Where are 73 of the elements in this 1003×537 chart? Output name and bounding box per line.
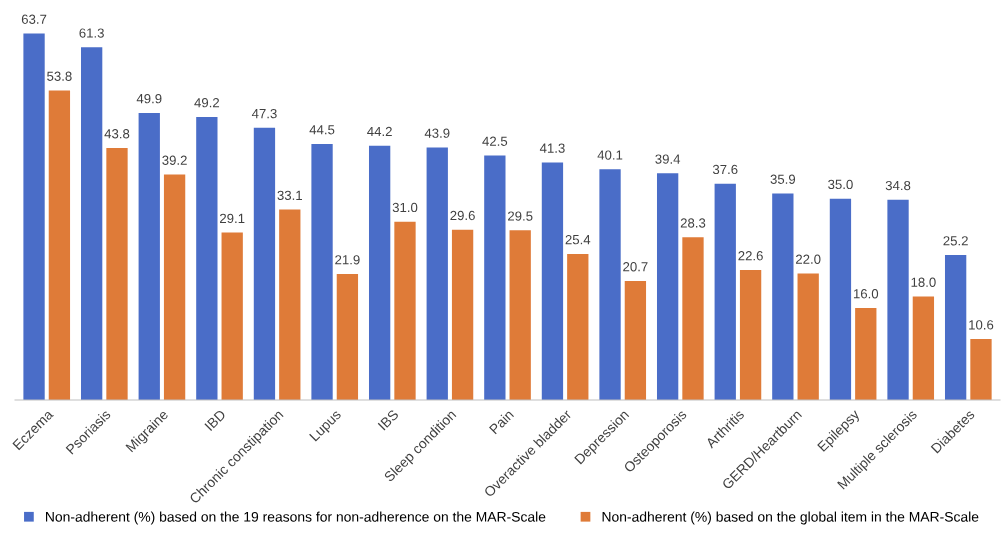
bar (48, 90, 71, 401)
data-label: 21.9 (335, 255, 360, 265)
bar (484, 155, 506, 401)
data-label: 61.3 (79, 28, 104, 38)
bar (81, 47, 103, 401)
data-label: 22.6 (738, 251, 763, 261)
data-label: 63.7 (21, 14, 47, 24)
bar (368, 145, 391, 401)
bar (855, 307, 877, 401)
bar (279, 209, 301, 401)
data-label: 44.2 (367, 126, 392, 136)
bar (797, 273, 819, 401)
bar (656, 173, 679, 401)
data-label: 39.4 (655, 154, 681, 164)
bar (23, 33, 45, 401)
bar (829, 198, 852, 401)
data-label: 42.5 (482, 136, 508, 146)
data-label: 29.5 (508, 211, 533, 221)
data-label: 18.0 (911, 277, 936, 287)
data-label: 43.9 (424, 128, 450, 138)
bar (509, 230, 531, 401)
bar (912, 296, 935, 401)
bar (106, 147, 128, 401)
data-label: 22.0 (796, 254, 821, 264)
data-label: 49.9 (136, 93, 162, 104)
bar (970, 339, 992, 401)
bar (163, 174, 186, 401)
bar (541, 162, 564, 401)
data-label: 34.8 (885, 180, 911, 191)
bar (624, 280, 647, 401)
bar (772, 193, 794, 401)
data-label: 25.2 (943, 236, 968, 246)
bar (221, 232, 243, 401)
x-tick-label: Pain (488, 409, 515, 435)
legend-label: Non-adherent (%) based on the 19 reasons for non-adherence on the MAR-Scale (46, 511, 546, 525)
data-label: 47.3 (251, 108, 277, 119)
data-label: 20.7 (623, 262, 648, 272)
data-label: 16.0 (853, 289, 879, 299)
data-label: 25.4 (565, 234, 591, 245)
x-tick-label: IBS (377, 409, 400, 431)
bar (714, 183, 736, 401)
data-label: 28.3 (680, 218, 706, 228)
data-label: 53.8 (47, 71, 72, 81)
bar (599, 169, 621, 401)
bar (944, 255, 967, 401)
data-label: 29.6 (450, 210, 475, 221)
data-label: 41.3 (539, 143, 565, 153)
data-label: 37.6 (712, 164, 738, 175)
data-label: 35.0 (828, 179, 853, 190)
bar (567, 253, 589, 401)
data-label: 33.1 (277, 190, 302, 201)
bar (196, 116, 218, 401)
legend-label: Non-adherent (%) based on the global item in the MAR-Scale (602, 511, 979, 525)
data-label: 29.1 (220, 213, 245, 224)
bar (336, 274, 359, 401)
data-label: 39.2 (162, 155, 187, 165)
bar (682, 237, 704, 401)
bar (138, 112, 160, 401)
data-label: 31.0 (392, 202, 418, 213)
bar (739, 270, 762, 401)
bar (887, 199, 909, 401)
bar (451, 229, 474, 401)
data-label: 40.1 (597, 150, 623, 160)
bar (311, 143, 333, 401)
bar (426, 147, 448, 401)
data-label: 44.5 (309, 125, 335, 135)
bar (394, 221, 416, 401)
x-tick-label: IBD (204, 409, 227, 431)
data-label: 35.9 (770, 174, 796, 184)
data-label: 43.8 (104, 129, 130, 139)
data-label: 10.6 (969, 320, 994, 330)
data-label: 49.2 (194, 98, 220, 108)
bar (253, 127, 276, 401)
